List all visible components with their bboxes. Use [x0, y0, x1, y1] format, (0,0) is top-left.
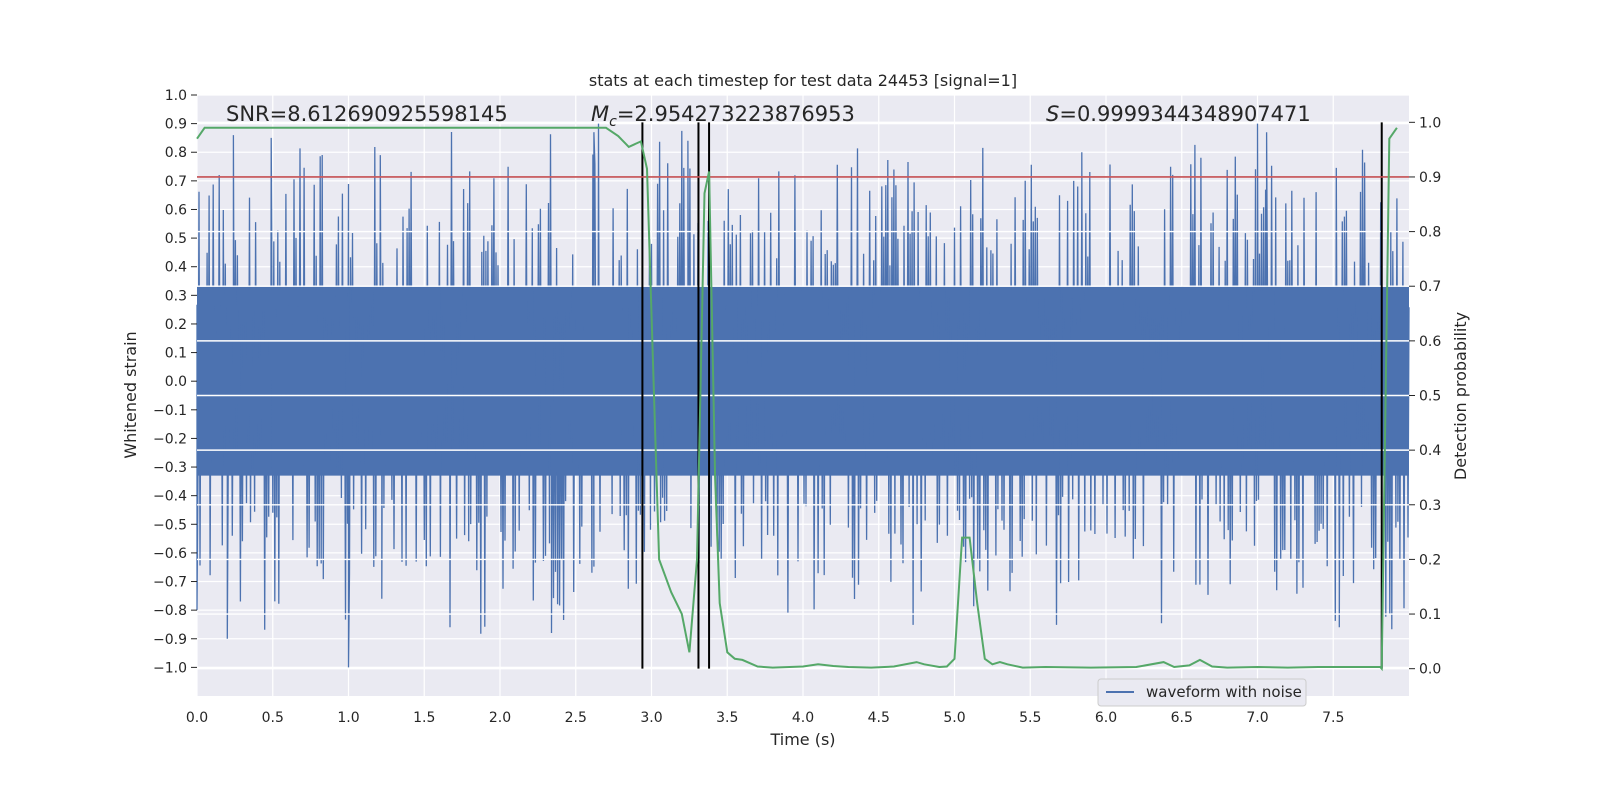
y-right-tick-label: 0.5: [1419, 389, 1441, 405]
y-axis-label-right: Detection probability: [1451, 312, 1470, 480]
x-tick-label: 7.5: [1322, 710, 1344, 726]
y-left-tick-label: 0.1: [165, 346, 187, 362]
legend: waveform with noise: [1097, 678, 1307, 707]
x-tick-label: 5.5: [1019, 710, 1041, 726]
noise-series: [196, 123, 1410, 668]
x-tick-label: 7.0: [1246, 710, 1268, 726]
x-tick-label: 1.5: [413, 710, 435, 726]
mc-symbol: M: [591, 102, 609, 126]
mc-subscript: c: [609, 114, 617, 130]
chirp-mass-annotation: Mc=2.954273223876953: [591, 102, 855, 130]
y-right-tick-label: 1.0: [1419, 115, 1441, 131]
x-tick-label: 0.0: [186, 710, 208, 726]
x-tick-label: 5.0: [943, 710, 965, 726]
score-annotation: S=0.9999344348907471: [1046, 102, 1311, 126]
y-left-tick-label: −0.2: [153, 431, 187, 447]
y-right-tick-label: 0.9: [1419, 170, 1441, 186]
y-left-tick-label: 0.3: [165, 288, 187, 304]
detection-probability-line: [196, 126, 1398, 672]
x-tick-label: 2.0: [489, 710, 511, 726]
x-tick-label: 3.0: [640, 710, 662, 726]
y-left-tick-label: 0.0: [165, 374, 187, 390]
y-right-tick-label: 0.7: [1419, 279, 1441, 295]
x-tick-label: 1.0: [337, 710, 359, 726]
y-right-tick-label: 0.0: [1419, 662, 1441, 678]
y-left-tick-label: 0.8: [165, 145, 187, 161]
y-right-tick-label: 0.6: [1419, 334, 1441, 350]
y-left-tick-label: 0.5: [165, 231, 187, 247]
y-right-tick-label: 0.8: [1419, 225, 1441, 241]
y-left-tick-label: 0.4: [165, 260, 187, 276]
y-left-tick-label: 0.2: [165, 317, 187, 333]
y-left-tick-label: −0.9: [153, 632, 187, 648]
y-left-tick-label: 1.0: [165, 88, 187, 104]
y-left-tick-label: −0.6: [153, 546, 187, 562]
y-left-tick-label: −0.5: [153, 517, 187, 533]
y-right-tick-label: 0.3: [1419, 498, 1441, 514]
y-left-tick-label: 0.7: [165, 174, 187, 190]
x-axis-label: Time (s): [769, 730, 835, 749]
y-left-tick-label: −0.7: [153, 575, 187, 591]
x-tick-label: 4.0: [792, 710, 814, 726]
x-tick-label: 0.5: [262, 710, 284, 726]
s-symbol: S: [1046, 102, 1059, 126]
y-right-tick-label: 0.1: [1419, 607, 1441, 623]
tick-labels: 0.0 0.5 1.0 1.5 2.0 2.5 3.0 3.5 4.0 4.5 5.0 5.5 6.0 6…: [153, 88, 1441, 726]
y-left-tick-label: 0.6: [165, 202, 187, 218]
x-tick-label: 4.5: [868, 710, 890, 726]
legend-box: [1097, 678, 1307, 707]
x-tick-label: 6.0: [1095, 710, 1117, 726]
s-value: =0.9999344348907471: [1059, 102, 1310, 126]
y-right-tick-label: 0.2: [1419, 552, 1441, 568]
y-left-tick-label: −0.1: [153, 403, 187, 419]
x-tick-label: 2.5: [565, 710, 587, 726]
y-right-tick-label: 0.4: [1419, 443, 1441, 459]
y-left-tick-label: −0.3: [153, 460, 187, 476]
x-tick-label: 6.5: [1171, 710, 1193, 726]
y-left-tick-label: −0.8: [153, 603, 187, 619]
noise-waveform-line: [196, 123, 1410, 668]
y-left-tick-label: −1.0: [153, 660, 187, 676]
y-left-tick-label: 0.9: [165, 117, 187, 133]
snr-annotation: SNR=8.612690925598145: [226, 102, 508, 126]
probability-series: [196, 126, 1409, 672]
mc-value: =2.954273223876953: [617, 102, 855, 126]
y-left-tick-label: −0.4: [153, 489, 187, 505]
y-axis-label-left: Whitened strain: [121, 331, 140, 458]
legend-label: waveform with noise: [1146, 683, 1302, 701]
x-tick-label: 3.5: [716, 710, 738, 726]
chart-title: stats at each timestep for test data 244…: [589, 71, 1017, 90]
